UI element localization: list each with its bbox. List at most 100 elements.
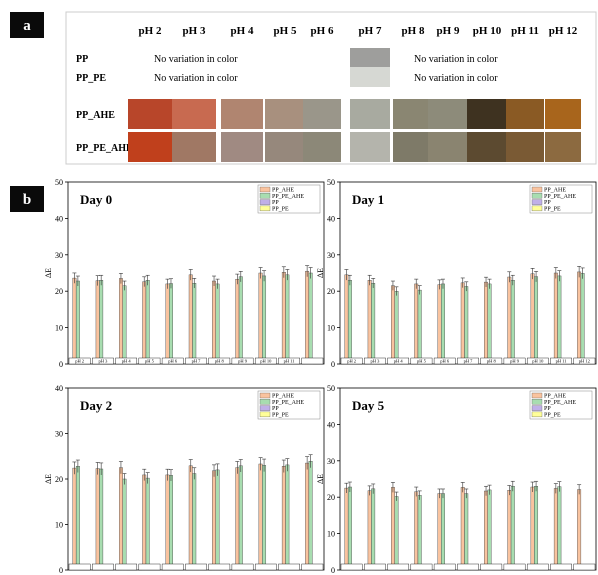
color-swatch xyxy=(393,99,433,129)
chart-title: Day 0 xyxy=(80,192,112,207)
category-tick-box xyxy=(503,563,526,571)
legend-label: PP_PE xyxy=(544,207,561,213)
category-tick-box xyxy=(208,563,231,571)
category-tick-box xyxy=(573,563,596,571)
bar xyxy=(417,495,422,571)
color-swatch xyxy=(265,99,305,129)
category-tick-box xyxy=(231,563,254,571)
bar xyxy=(308,272,313,365)
bar xyxy=(215,469,220,571)
category-tick-box xyxy=(550,563,572,571)
category-tick-box xyxy=(278,357,300,365)
x-tick-label: pH 5 xyxy=(417,359,427,364)
y-tick-label: 50 xyxy=(327,384,335,393)
legend-swatch xyxy=(531,193,543,199)
bar xyxy=(262,465,267,571)
legend-label: PP_PE xyxy=(544,413,561,419)
bar xyxy=(99,280,104,365)
chart-0: 0 10 20 30 40 50 ΔE Day 0 pH 2 pH 3 pH 4 pH 5 pH 6 pH… xyxy=(44,178,325,369)
category-tick-box xyxy=(115,357,138,365)
bar xyxy=(414,283,419,365)
bar xyxy=(258,272,263,365)
category-tick-box xyxy=(526,563,549,571)
category-tick-box xyxy=(503,357,526,365)
bar xyxy=(118,278,123,365)
x-tick-label: pH 4 xyxy=(394,359,404,364)
color-swatch xyxy=(303,99,341,129)
y-tick-label: 30 xyxy=(55,251,63,260)
color-swatch xyxy=(221,132,263,162)
bar xyxy=(391,487,395,571)
bar xyxy=(72,467,77,571)
category-tick-box xyxy=(550,357,572,365)
no-color-change-note: No variation in color xyxy=(414,54,498,65)
bar xyxy=(394,496,399,571)
bar xyxy=(99,468,104,571)
category-tick-box xyxy=(301,563,324,571)
category-tick-box xyxy=(254,563,277,571)
color-swatch xyxy=(350,48,390,68)
bar xyxy=(484,490,488,571)
bar xyxy=(371,488,376,571)
y-tick-label: 30 xyxy=(55,430,63,439)
category-tick-box xyxy=(573,357,596,365)
bar xyxy=(238,276,243,365)
color-swatch xyxy=(172,99,216,129)
bar xyxy=(577,489,582,571)
x-tick-label: pH 8 xyxy=(487,359,497,364)
bar xyxy=(417,289,422,365)
category-tick-box xyxy=(526,357,549,365)
x-tick-label: pH 8 xyxy=(215,359,225,364)
bar xyxy=(371,282,376,365)
ph-column-label: pH 4 xyxy=(231,25,254,37)
row-label: PP_PE xyxy=(76,73,106,84)
legend-swatch xyxy=(259,205,271,212)
ph-column-label: pH 7 xyxy=(359,25,382,37)
x-tick-label: pH 9 xyxy=(510,359,520,364)
x-tick-label: pH 4 xyxy=(122,359,132,364)
y-tick-label: 0 xyxy=(331,566,335,575)
bar xyxy=(437,284,442,365)
category-tick-box xyxy=(301,357,324,365)
y-tick-label: 0 xyxy=(59,360,63,369)
color-swatch xyxy=(467,132,507,162)
x-tick-label: pH 6 xyxy=(440,359,450,364)
legend-label: PP xyxy=(272,406,279,412)
color-swatch xyxy=(506,132,544,162)
bar xyxy=(553,488,558,571)
bar xyxy=(580,273,585,365)
bar xyxy=(305,462,310,571)
bar xyxy=(165,474,170,571)
bar xyxy=(235,278,240,365)
delta-e-charts: 0 10 20 30 40 50 ΔE Day 0 pH 2 pH 3 pH 4 pH 5 pH 6 pH… xyxy=(44,178,597,575)
row-label: PP_PE_AHE xyxy=(76,143,133,154)
bar xyxy=(122,478,127,571)
y-tick-label: 40 xyxy=(55,384,63,393)
color-swatch xyxy=(428,99,468,129)
bar xyxy=(460,487,465,571)
category-tick-box xyxy=(480,563,503,571)
y-tick-label: 50 xyxy=(327,178,335,187)
legend-label: PP_AHE xyxy=(544,394,566,400)
ph-column-label: pH 2 xyxy=(139,25,162,37)
bar xyxy=(75,466,80,571)
bar xyxy=(510,280,515,365)
bar xyxy=(534,486,539,571)
legend-label: PP_AHE xyxy=(272,188,294,194)
bar xyxy=(437,493,442,571)
bar xyxy=(464,286,469,365)
color-swatch xyxy=(128,132,172,162)
bar xyxy=(460,282,465,365)
category-tick-box xyxy=(185,357,207,365)
bar xyxy=(577,271,582,365)
legend-swatch xyxy=(531,186,543,193)
category-tick-box xyxy=(68,357,91,365)
bar xyxy=(464,493,469,571)
x-tick-label: pH 6 xyxy=(168,359,178,364)
x-tick-label: pH 10 xyxy=(260,359,272,364)
y-tick-label: 10 xyxy=(55,521,63,530)
category-tick-box xyxy=(410,563,433,571)
ph-column-label: pH 12 xyxy=(549,25,578,37)
